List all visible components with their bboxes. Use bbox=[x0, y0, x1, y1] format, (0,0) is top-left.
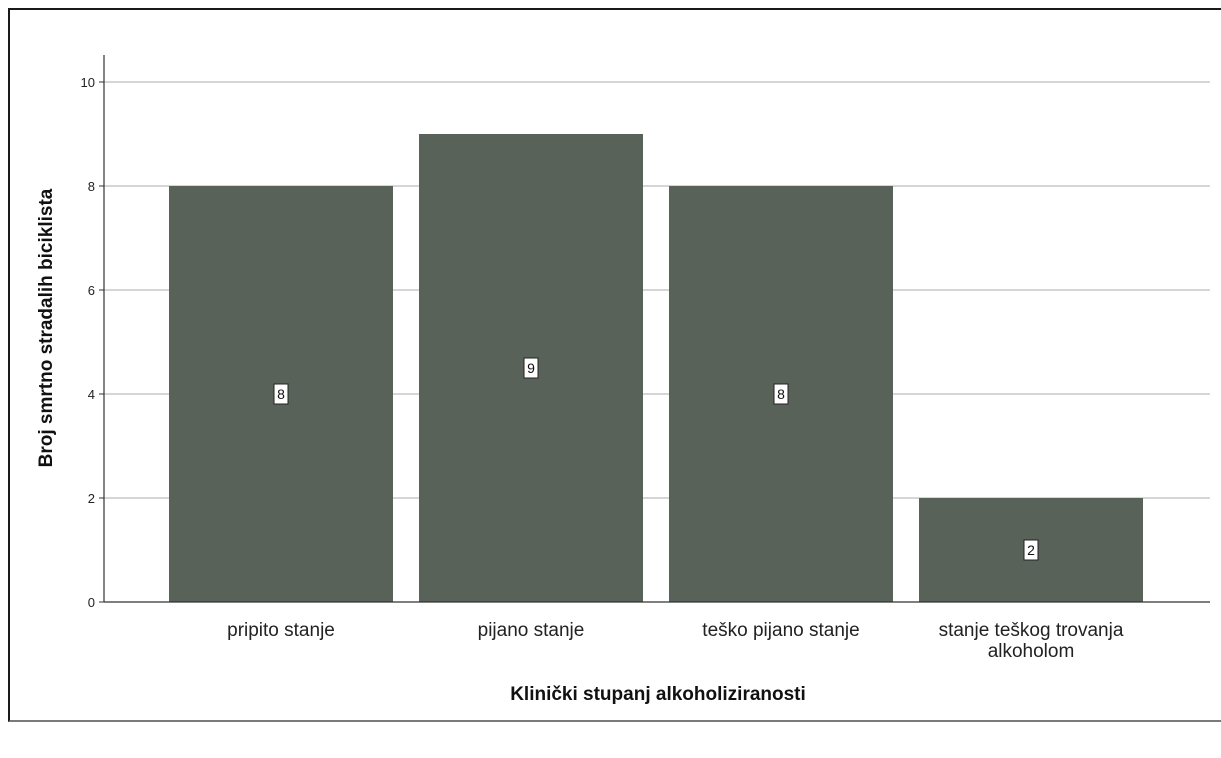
y-tick-label: 4 bbox=[88, 387, 95, 402]
x-tick-label: pijano stanje bbox=[478, 620, 585, 641]
x-axis: pripito stanje pijano stanje teško pijano … bbox=[104, 601, 1210, 662]
data-label: 9 bbox=[527, 360, 535, 376]
y-tick-label: 2 bbox=[88, 491, 95, 506]
y-tick-label: 6 bbox=[88, 283, 95, 298]
data-label: 8 bbox=[777, 386, 785, 402]
data-label-box bbox=[273, 383, 289, 405]
data-labels: 8 9 8 2 bbox=[273, 357, 1039, 561]
bars bbox=[169, 134, 1143, 602]
chart-frame bbox=[8, 8, 1221, 722]
y-tick-label: 10 bbox=[81, 75, 95, 90]
data-label-box bbox=[523, 357, 539, 379]
y-axis: 0 2 4 6 8 10 bbox=[81, 55, 105, 610]
x-tick-label: alkoholom bbox=[988, 641, 1075, 662]
x-tick-label: pripito stanje bbox=[227, 620, 335, 641]
data-label: 2 bbox=[1027, 542, 1035, 558]
x-axis-title: Klinički stupanj alkoholiziranosti bbox=[510, 684, 806, 705]
x-tick-label: stanje teškog trovanja bbox=[939, 620, 1124, 641]
y-tick-label: 8 bbox=[88, 179, 95, 194]
data-label-box bbox=[773, 383, 789, 405]
x-tick-label: teško pijano stanje bbox=[702, 620, 859, 641]
y-axis-title: Broj smrtno stradalih biciklista bbox=[36, 188, 57, 467]
y-tick-label: 0 bbox=[88, 595, 95, 610]
data-label-box bbox=[1023, 539, 1039, 561]
data-label: 8 bbox=[277, 386, 285, 402]
